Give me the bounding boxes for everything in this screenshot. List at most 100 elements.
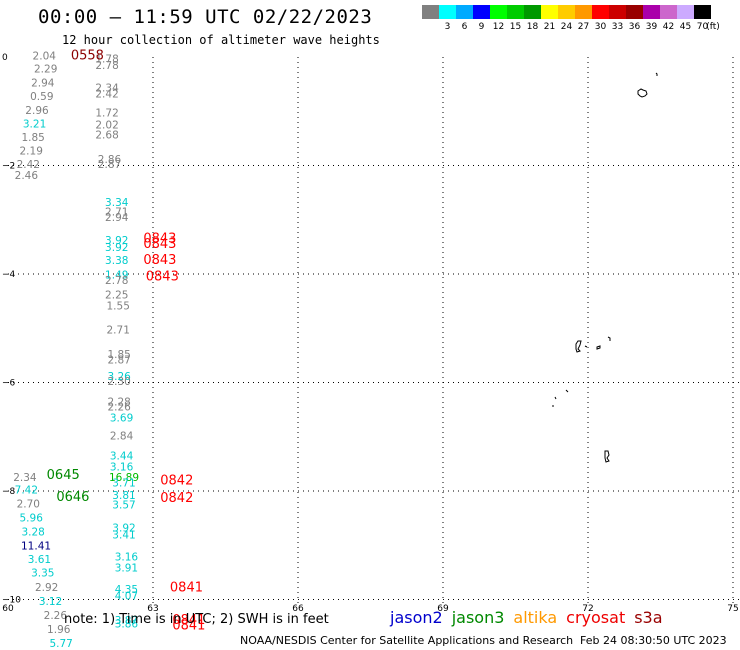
wave-height-label: 3.34 <box>105 197 129 209</box>
satellite-legend-item: jason3 <box>451 608 505 627</box>
colorbar-label: 30 <box>594 22 607 32</box>
wave-height-label: 3.16 <box>110 461 134 473</box>
x-tick-label: 69 <box>437 604 449 614</box>
satellite-legend-item: jason2 <box>390 608 443 627</box>
wave-height-label: 2.29 <box>34 64 57 76</box>
wave-height-label: 0.59 <box>30 91 53 103</box>
island-outline <box>575 336 611 353</box>
wave-height-label: 2.92 <box>35 582 58 594</box>
colorbar-swatch <box>473 5 490 19</box>
satellite-legend-item: altika <box>513 608 558 627</box>
wave-height-label: 3.16 <box>115 551 139 563</box>
wave-height-label: 2.34 <box>95 83 119 95</box>
wave-height-label: 3.38 <box>105 255 128 267</box>
x-tick-label: 75 <box>727 604 738 614</box>
wave-height-label: 2.84 <box>110 430 134 442</box>
colorbar-swatch <box>660 5 677 19</box>
colorbar-swatch <box>558 5 575 19</box>
colorbar-swatch <box>592 5 609 19</box>
wave-height-observations: 2.042.292.940.592.963.211.852.192.422.46… <box>13 51 139 650</box>
wave-height-label: 2.25 <box>105 289 128 301</box>
satellite-legend-item: cryosat <box>566 608 626 627</box>
wave-height-label: 2.46 <box>15 170 39 182</box>
wave-height-label: 2.78 <box>105 275 128 287</box>
wave-height-label: 1.85 <box>107 349 130 361</box>
wave-height-label: 2.30 <box>107 376 130 388</box>
wave-height-label: 2.78 <box>95 60 118 72</box>
wave-height-label: 5.96 <box>20 512 44 524</box>
graticule <box>8 57 740 604</box>
wave-height-label: 3.92 <box>105 235 128 247</box>
wave-height-label: 2.28 <box>107 396 130 408</box>
wave-height-label: 3.41 <box>112 530 135 542</box>
x-tick-label: 60 <box>2 604 14 614</box>
wave-height-label: 2.42 <box>95 89 118 101</box>
wave-height-label: 3.71 <box>112 478 135 490</box>
pass-time-label: 0841 <box>172 618 205 633</box>
wave-height-label: 4.07 <box>115 591 138 603</box>
pass-time-label: 0645 <box>47 468 80 483</box>
colorbar-label: 18 <box>526 22 539 32</box>
wave-height-label: 1.55 <box>107 300 130 312</box>
colorbar-label: 9 <box>478 22 485 32</box>
wave-height-label: 2.87 <box>107 355 130 367</box>
wave-height-label: 2.26 <box>107 402 131 414</box>
colorbar-label: 15 <box>509 22 522 32</box>
wave-height-label: 16.89 <box>109 472 139 484</box>
pass-time-label: 0558 <box>71 49 104 64</box>
wave-height-label: 2.02 <box>95 120 118 132</box>
wave-height-label: 3.57 <box>112 499 135 511</box>
colorbar-unit: (ft) <box>706 22 720 32</box>
wave-height-label: 3.26 <box>107 371 131 383</box>
colorbar-label: 39 <box>645 22 658 32</box>
colorbar-swatch <box>609 5 626 19</box>
x-tick-label: 72 <box>582 604 593 614</box>
colorbar-swatch <box>439 5 456 19</box>
wave-height-label: 3.81 <box>112 490 135 502</box>
pass-time-labels: 0558084308430843084308420842084108410841… <box>47 49 206 634</box>
wave-height-label: 11.41 <box>21 541 51 553</box>
pass-time-label: 0843 <box>143 232 176 247</box>
colorbar-label: 70 <box>696 22 709 32</box>
wave-height-label: 3.12 <box>39 596 62 608</box>
wave-height-label: 3.87 <box>115 615 138 627</box>
wave-height-label: 2.04 <box>33 51 57 63</box>
wave-height-label: 2.70 <box>17 498 40 510</box>
pass-time-label: 0842 <box>160 491 193 506</box>
satellite-legend-item: s3a <box>634 608 663 627</box>
x-tick-label: 66 <box>292 604 304 614</box>
colorbar-swatch <box>626 5 643 19</box>
credit-text: NOAA/NESDIS Center for Satellite Applica… <box>240 634 574 647</box>
wave-height-label: 3.28 <box>21 526 44 538</box>
colorbar-label: 36 <box>628 22 641 32</box>
colorbar-label: 33 <box>611 22 624 32</box>
timestamp-text: Feb 24 08:30:50 UTC 2023 <box>580 634 727 647</box>
colorbar-swatch <box>422 5 439 19</box>
colorbar-label: 27 <box>577 22 590 32</box>
wave-height-label: 2.71 <box>107 325 130 337</box>
wave-height-label: 4.35 <box>115 584 138 596</box>
wave-height-label: 2.68 <box>95 129 118 141</box>
y-tick-label: −4 <box>2 270 16 280</box>
wave-height-label: 2.26 <box>44 610 68 622</box>
y-tick-label: −2 <box>2 162 15 172</box>
island-outlines <box>552 72 658 463</box>
y-tick-label: −8 <box>2 487 16 497</box>
wave-height-label: 1.78 <box>95 53 118 65</box>
pass-time-label: 0646 <box>56 490 89 505</box>
wave-height-label: 2.34 <box>13 472 37 484</box>
colorbar-swatch <box>677 5 694 19</box>
colorbar-label: 3 <box>444 22 451 32</box>
colorbar-label: 6 <box>461 22 468 32</box>
wave-height-label: 1.72 <box>95 108 118 120</box>
wave-height-label: 3.61 <box>28 554 51 566</box>
page-subtitle: 12 hour collection of altimeter wave hei… <box>62 33 380 47</box>
wave-height-label: 1.96 <box>47 624 71 636</box>
pass-time-label: 0842 <box>160 473 193 488</box>
colorbar-swatch <box>575 5 592 19</box>
colorbar-label: 21 <box>543 22 556 32</box>
satellite-legend: jason2 jason3 altika cryosat s3a <box>390 608 672 627</box>
page-title: 00:00 – 11:59 UTC 02/22/2023 <box>38 6 373 28</box>
footer-note: note: 1) Time is in UTC; 2) SWH is in fe… <box>64 612 329 627</box>
